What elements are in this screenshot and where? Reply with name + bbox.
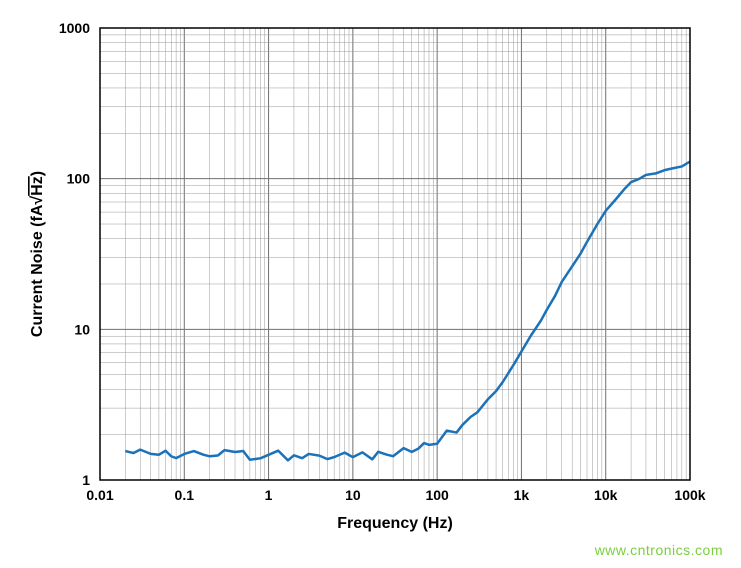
svg-text:Current Noise (fA√Hz): Current Noise (fA√Hz) xyxy=(29,171,46,337)
svg-text:10: 10 xyxy=(74,321,90,337)
svg-text:100: 100 xyxy=(67,171,91,187)
watermark: www.cntronics.com xyxy=(595,542,723,558)
watermark-text: www.cntronics.com xyxy=(595,542,723,558)
svg-text:10k: 10k xyxy=(594,487,618,503)
svg-text:100k: 100k xyxy=(674,487,705,503)
svg-text:Frequency (Hz): Frequency (Hz) xyxy=(337,515,453,532)
svg-text:1k: 1k xyxy=(514,487,530,503)
noise-chart-svg: 0.01 0.1 1 10 100 1k 10k 100k 1 10 100 1000 Frequenc… xyxy=(0,0,741,568)
svg-text:1: 1 xyxy=(82,472,90,488)
svg-text:1000: 1000 xyxy=(59,20,90,36)
svg-text:1: 1 xyxy=(265,487,273,503)
svg-text:10: 10 xyxy=(345,487,361,503)
svg-text:100: 100 xyxy=(425,487,449,503)
svg-text:0.01: 0.01 xyxy=(86,487,113,503)
chart-container: 0.01 0.1 1 10 100 1k 10k 100k 1 10 100 1000 Frequenc… xyxy=(0,0,741,568)
svg-text:0.1: 0.1 xyxy=(175,487,195,503)
